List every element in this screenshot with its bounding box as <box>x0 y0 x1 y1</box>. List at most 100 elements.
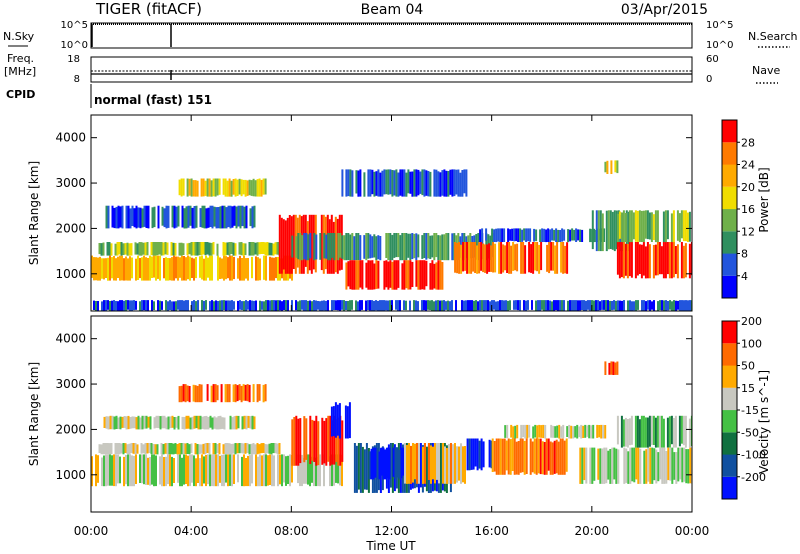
velocity-colorbar-tick: 200 <box>741 315 762 328</box>
power-ytick-label: 1000 <box>55 267 86 281</box>
velocity-colorbar-tick: -200 <box>741 471 766 484</box>
x-tick-label: 20:00 <box>575 524 610 538</box>
velocity-ylabel: Slant Range [km] <box>27 362 41 466</box>
freq-unit-label: [MHz] <box>4 65 36 78</box>
velocity-band-12 <box>579 447 692 484</box>
power-colorbar-tick: 20 <box>741 181 755 194</box>
nsky-tick-top: 10^5 <box>61 20 88 31</box>
velocity-colorbar-seg <box>722 476 737 500</box>
velocity-colorbar-seg <box>722 454 737 477</box>
velocity-colorbar: 200 100 50 15 -15 -50 -100 -200 Velocity [m s^-… <box>721 315 771 500</box>
power-colorbar-label: Power [dB] <box>757 167 771 232</box>
velocity-yticks: 4000 3000 2000 1000 <box>55 332 692 482</box>
power-band-8 <box>454 242 569 274</box>
velocity-band-11 <box>504 424 607 439</box>
x-tick-label: 12:00 <box>374 524 409 538</box>
velocity-ytick-label: 4000 <box>55 332 86 346</box>
power-colorbar-seg <box>722 209 737 232</box>
velocity-band-5 <box>330 402 351 439</box>
power-data <box>91 160 692 311</box>
power-band-9 <box>479 228 606 243</box>
x-tick-label: 04:00 <box>174 524 209 538</box>
power-colorbar-tick: 4 <box>741 270 748 283</box>
nsky-label: N.Sky <box>3 30 35 43</box>
plot-title: TIGER (fitACF) <box>95 0 202 18</box>
power-band-2 <box>105 205 256 229</box>
power-colorbar-seg <box>722 275 737 299</box>
velocity-data <box>91 361 692 493</box>
power-colorbar-tick: 16 <box>741 203 755 216</box>
velocity-band-2 <box>103 415 256 430</box>
freq-panel: 18 8 60 0 Freq. [MHz] Nave <box>4 52 780 85</box>
velocity-colorbar-seg <box>722 343 737 366</box>
nsearch-label: N.Search <box>748 30 798 43</box>
power-colorbar-tick: 8 <box>741 248 748 261</box>
velocity-colorbar-tick: -100 <box>741 449 766 462</box>
power-colorbar-tick: 24 <box>741 159 755 172</box>
velocity-colorbar-seg <box>722 387 737 411</box>
nsky-panel: 10^5 10^0 10^5 10^0 N.Sky N.Search <box>3 20 798 51</box>
nsearch-tick-top: 10^5 <box>706 20 733 31</box>
cpid-value: normal (fast) 151 <box>94 93 212 107</box>
velocity-band-13 <box>604 361 619 375</box>
x-tick-label: 08:00 <box>274 524 309 538</box>
power-band-14 <box>93 300 692 311</box>
velocity-band-10 <box>491 438 568 475</box>
power-ytick-label: 4000 <box>55 131 86 145</box>
power-band-11 <box>604 160 619 174</box>
velocity-band-4 <box>291 415 344 466</box>
nave-tick-bottom: 0 <box>706 74 712 85</box>
x-axis: 00:00 04:00 08:00 12:00 16:00 20:00 00:00 <box>74 115 709 538</box>
power-yticks: 4000 3000 2000 1000 <box>55 131 692 281</box>
power-band-0 <box>91 255 293 281</box>
power-band-1 <box>98 242 281 256</box>
power-colorbar-seg <box>722 164 737 187</box>
velocity-band-9 <box>466 438 493 471</box>
velocity-band-14 <box>616 415 692 448</box>
power-band-3 <box>178 178 267 197</box>
velocity-ytick-label: 2000 <box>55 422 86 436</box>
power-ytick-label: 3000 <box>55 176 86 190</box>
freq-label: Freq. <box>7 52 34 65</box>
x-axis-label: Time UT <box>365 539 416 553</box>
beam-label: Beam 04 <box>361 2 424 18</box>
freq-tick-bottom: 8 <box>74 74 80 85</box>
power-colorbar-seg <box>722 253 737 276</box>
nave-label: Nave <box>752 64 780 77</box>
velocity-colorbar-seg <box>722 321 737 344</box>
x-tick-label: 16:00 <box>474 524 509 538</box>
power-colorbar-seg <box>722 186 737 210</box>
velocity-colorbar-tick: 15 <box>741 382 755 395</box>
velocity-colorbar-tick: -50 <box>741 426 759 439</box>
velocity-ytick-label: 3000 <box>55 377 86 391</box>
velocity-ytick-label: 1000 <box>55 468 86 482</box>
velocity-colorbar-seg <box>722 410 737 433</box>
power-band-12 <box>616 242 692 279</box>
x-tick-label: 00:00 <box>74 524 109 538</box>
power-colorbar-tick: 28 <box>741 136 755 149</box>
nsky-tick-bottom: 10^0 <box>61 40 88 51</box>
cpid-label: CPID <box>6 88 35 101</box>
velocity-band-3 <box>178 384 267 403</box>
power-band-6 <box>345 260 444 290</box>
velocity-colorbar-tick: 100 <box>741 337 762 350</box>
freq-tick-top: 18 <box>67 54 80 65</box>
velocity-colorbar-tick: 50 <box>741 360 755 373</box>
power-colorbar-seg <box>722 231 737 254</box>
velocity-colorbar-label: Velocity [m s^-1] <box>757 370 771 474</box>
power-ytick-label: 2000 <box>55 221 86 235</box>
power-ylabel: Slant Range [km] <box>27 161 41 265</box>
velocity-band-1 <box>98 443 281 455</box>
velocity-band-0 <box>91 454 343 487</box>
velocity-band-8 <box>404 443 466 484</box>
nsearch-tick-bottom: 10^0 <box>706 40 733 51</box>
power-colorbar-seg <box>722 142 737 165</box>
velocity-colorbar-seg <box>722 432 737 455</box>
power-panel: 4000 3000 2000 1000 Slant Range [km] <box>27 114 693 312</box>
power-colorbar-seg <box>722 120 737 143</box>
power-band-13 <box>616 210 691 243</box>
power-colorbar: 28 24 20 16 12 8 4 Power [dB] <box>721 119 771 299</box>
velocity-band-7 <box>368 447 405 480</box>
power-colorbar-tick: 12 <box>741 225 755 238</box>
power-band-7 <box>341 169 468 197</box>
